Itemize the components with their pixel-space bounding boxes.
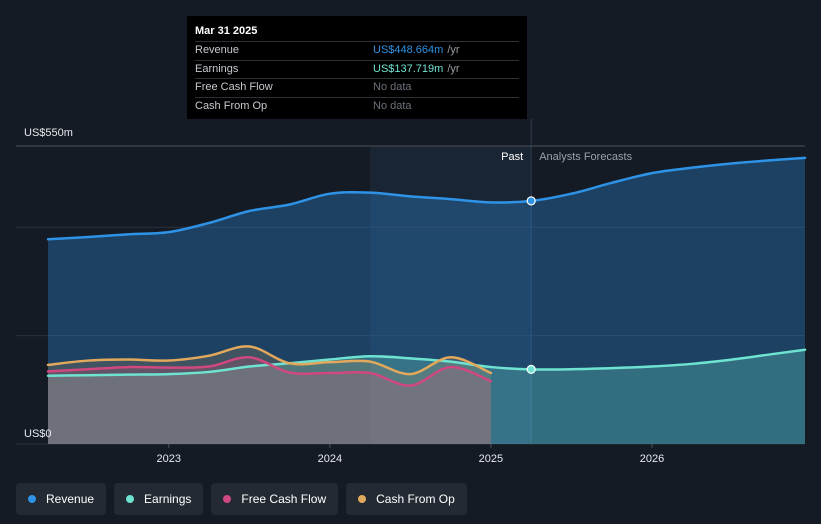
chart-tooltip: Mar 31 2025 Revenue US$448.664m/yr Earni… bbox=[187, 16, 527, 119]
tooltip-row-cash-from-op: Cash From Op No data bbox=[195, 96, 519, 116]
cash-from-op-line bbox=[46, 345, 493, 376]
tooltip-value: US$448.664m bbox=[373, 44, 444, 56]
tooltip-label: Free Cash Flow bbox=[195, 81, 273, 93]
tooltip-value: US$137.719m bbox=[373, 62, 444, 75]
legend-item-free-cash-flow[interactable]: Free Cash Flow bbox=[211, 483, 339, 515]
tooltip-unit: /yr bbox=[447, 44, 460, 56]
revenue-line bbox=[46, 156, 807, 241]
legend-item-cash-from-op[interactable]: Cash From Op bbox=[346, 483, 467, 515]
tooltip-row-revenue: Revenue US$448.664m/yr bbox=[195, 41, 519, 60]
past-label: Past bbox=[501, 151, 523, 163]
revenue-marker bbox=[526, 196, 536, 206]
legend-item-earnings[interactable]: Earnings bbox=[114, 483, 204, 515]
tooltip-date: Mar 31 2025 bbox=[195, 25, 258, 37]
legend-dot-icon bbox=[358, 495, 367, 503]
legend-label: Revenue bbox=[46, 492, 95, 506]
y-tick-label: US$550m bbox=[24, 127, 73, 139]
revenue-area bbox=[48, 157, 805, 445]
cash-from-op-area bbox=[48, 346, 491, 444]
x-tick-label: 2024 bbox=[318, 453, 342, 465]
x-tick-label: 2023 bbox=[157, 453, 181, 465]
legend-item-revenue[interactable]: Revenue bbox=[16, 483, 107, 515]
legend-dot-icon bbox=[223, 495, 232, 503]
legend-label: Earnings bbox=[144, 492, 192, 506]
x-tick-label: 2025 bbox=[479, 453, 503, 465]
earnings-line bbox=[46, 348, 807, 377]
earnings-area bbox=[48, 349, 805, 444]
tooltip-row-free-cash-flow: Free Cash Flow No data bbox=[195, 78, 519, 97]
tooltip-label: Cash From Op bbox=[195, 99, 268, 112]
earnings-marker bbox=[526, 364, 536, 374]
legend-label: Free Cash Flow bbox=[241, 492, 327, 506]
tooltip-value: No data bbox=[373, 81, 412, 93]
legend-dot-icon bbox=[28, 495, 36, 503]
tooltip-value: No data bbox=[373, 99, 412, 112]
free-cash-flow-line bbox=[46, 356, 493, 387]
tooltip-label: Earnings bbox=[195, 62, 239, 75]
forecast-label: Analysts Forecasts bbox=[539, 151, 632, 163]
x-tick-label: 2026 bbox=[640, 453, 664, 465]
chart-legend: Revenue Earnings Free Cash Flow Cash Fro… bbox=[16, 483, 467, 515]
y-tick-label: US$0 bbox=[24, 428, 52, 440]
tooltip-unit: /yr bbox=[447, 62, 460, 75]
free-cash-flow-area bbox=[48, 357, 491, 444]
legend-dot-icon bbox=[126, 495, 135, 503]
tooltip-row-earnings: Earnings US$137.719m/yr bbox=[195, 59, 519, 79]
legend-label: Cash From Op bbox=[376, 492, 455, 506]
tooltip-label: Revenue bbox=[195, 44, 240, 56]
